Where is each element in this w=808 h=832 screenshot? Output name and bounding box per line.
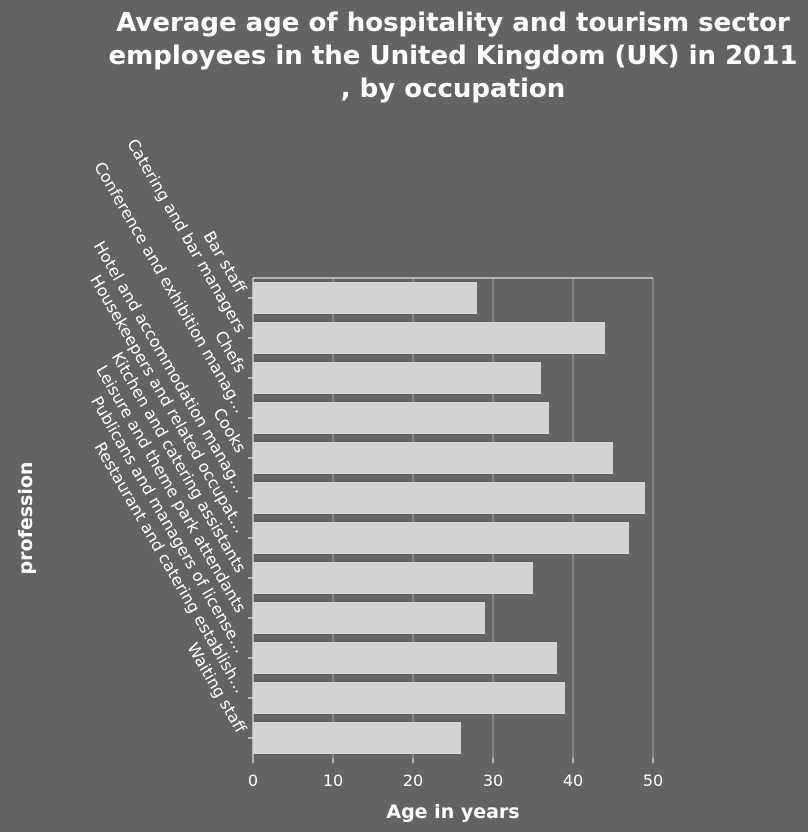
x-tick-label: 0 [248,771,258,790]
bars [253,282,645,754]
grid-lines [252,277,654,758]
x-tick-label: 30 [483,771,503,790]
bar [253,322,605,354]
bar [253,642,557,674]
x-tick-label: 50 [643,771,663,790]
x-axis-ticks: 0 10 20 30 40 50 [248,758,663,790]
y-axis-label: profession [15,462,37,575]
bar [253,562,533,594]
bar [253,682,565,714]
x-tick-label: 40 [563,771,583,790]
bar [253,402,549,434]
chart-title: Average age of hospitality and tourism s… [109,8,798,104]
bar [253,362,541,394]
x-tick-label: 10 [323,771,343,790]
bar [253,442,613,474]
bar [253,522,629,554]
bar [253,722,461,754]
x-axis-label: Age in years [386,801,519,823]
bar [253,282,477,314]
chart-title-line: , by occupation [341,74,566,104]
chart-title-line: Average age of hospitality and tourism s… [116,8,790,38]
x-tick-label: 20 [403,771,423,790]
bar [253,482,645,514]
bar [253,602,485,634]
chart-title-line: employees in the United Kingdom (UK) in … [109,41,798,71]
